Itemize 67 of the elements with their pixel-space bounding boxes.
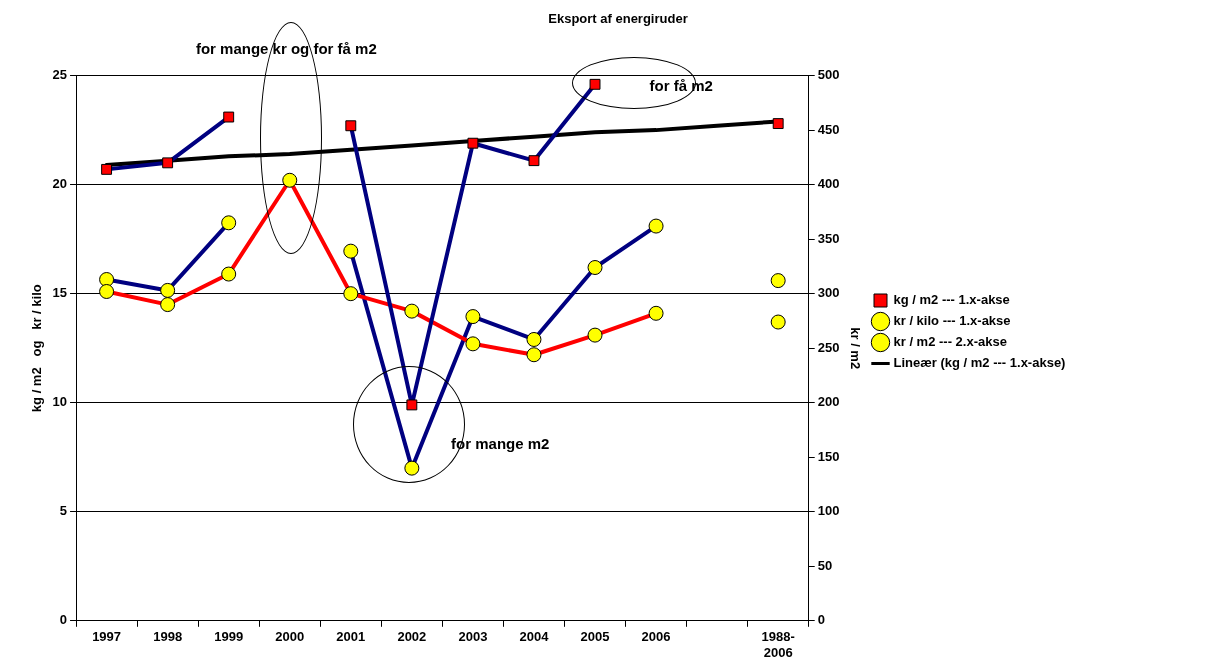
y2-tick-label: 150: [817, 448, 840, 464]
legend-label: kg / m2 --- 1.x-akse: [893, 292, 1010, 308]
point: [770, 273, 786, 289]
point: [221, 215, 237, 231]
point: [160, 297, 176, 313]
y2-tick-label: 0: [817, 612, 825, 628]
point: [345, 120, 357, 132]
y-axis-title: kg / m2 og kr / kilo: [29, 284, 45, 413]
point: [343, 286, 359, 302]
x-tick-label: 2003: [458, 629, 488, 645]
y2-tick-label: 350: [817, 230, 840, 246]
point: [587, 327, 603, 343]
point: [528, 155, 540, 167]
point: [343, 243, 359, 259]
x-tick-label: 1997: [92, 629, 122, 645]
x-tick-label: 1999: [214, 629, 244, 645]
y2-tick-label: 50: [817, 557, 833, 573]
y2-tick-label: 300: [817, 285, 840, 301]
point: [160, 282, 176, 298]
y-tick-label: 10: [52, 394, 68, 410]
y2-axis-title: kr / m2: [847, 327, 863, 370]
x-tick-label: 2002: [397, 629, 427, 645]
chart-title: Eksport af energiruder: [548, 11, 688, 27]
point: [162, 157, 174, 169]
y2-tick-label: 400: [817, 176, 840, 192]
x-tick-label: 2004: [519, 629, 550, 645]
point: [404, 303, 420, 319]
y-tick-label: 25: [52, 67, 68, 83]
point: [526, 347, 542, 363]
point: [526, 331, 542, 347]
text: for mange kr og for få m2: [195, 39, 377, 57]
point: [404, 460, 420, 476]
y2-tick-label: 100: [817, 503, 840, 519]
point: [101, 163, 113, 175]
legend-label: kr / m2 --- 2.x-akse: [893, 334, 1007, 350]
y-tick-label: 5: [59, 503, 68, 519]
annotation: for få m2: [649, 77, 713, 95]
y-tick-label: 0: [59, 612, 68, 628]
point: [221, 266, 237, 282]
x-tick-label: 2005: [580, 629, 610, 645]
y-tick-label: 15: [52, 285, 68, 301]
x-tick-label: 2006: [641, 629, 671, 645]
point: [648, 218, 664, 234]
point: [772, 118, 784, 130]
point: [467, 137, 479, 149]
x-tick-label: 1988-2006: [761, 629, 795, 660]
x-tick-label: 2000: [275, 629, 305, 645]
y2-tick-label: 450: [817, 121, 840, 137]
point: [589, 78, 601, 90]
point: [406, 399, 418, 411]
y2-tick-label: 200: [817, 394, 840, 410]
point: [587, 260, 603, 276]
point: [223, 111, 235, 123]
point: [282, 172, 298, 188]
legend-label: kr / kilo --- 1.x-akse: [893, 313, 1011, 329]
y2-tick-label: 500: [817, 67, 840, 83]
legend-label: Lineær (kg / m2 --- 1.x-akse): [893, 355, 1066, 371]
point: [770, 314, 786, 330]
point: [465, 336, 481, 352]
x-tick-label: 2001: [336, 629, 366, 645]
x-tick-label: 1998: [153, 629, 183, 645]
annotation: for mange m2: [451, 435, 550, 453]
y-tick-label: 20: [52, 176, 68, 192]
point: [99, 284, 115, 299]
y2-tick-label: 250: [817, 339, 840, 355]
point: [648, 305, 664, 321]
point: [465, 309, 481, 325]
